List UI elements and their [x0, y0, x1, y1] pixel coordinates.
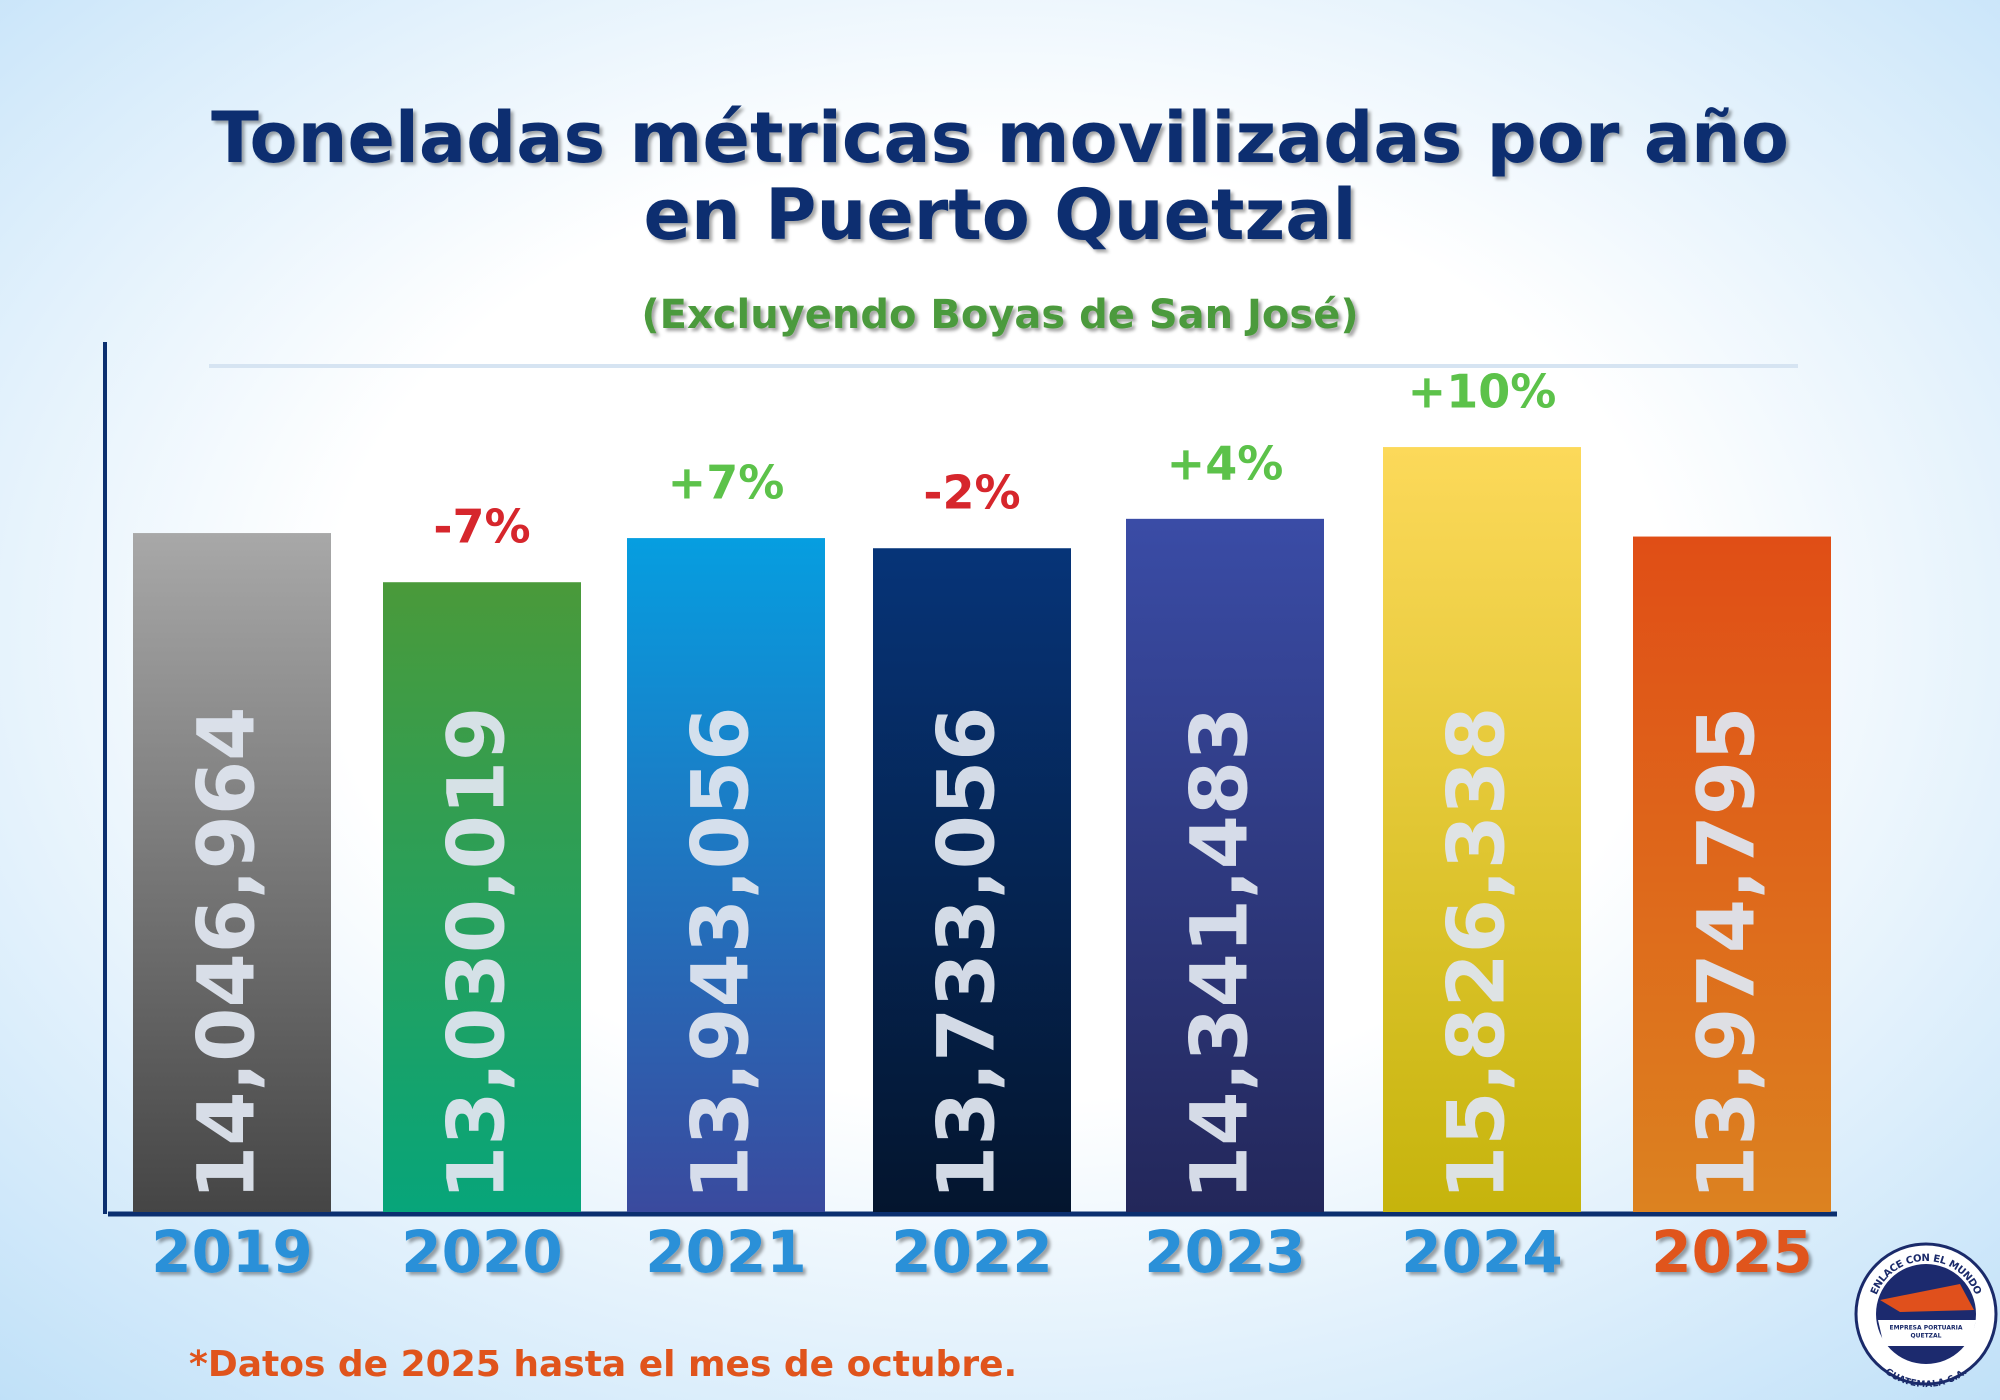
bar — [133, 533, 331, 1212]
value-label: 15,826,338 — [1432, 707, 1522, 1200]
logo-shape — [1878, 1320, 1976, 1346]
change-label: -7% — [433, 500, 530, 554]
value-label: 13,943,056 — [676, 707, 766, 1200]
bar — [627, 538, 825, 1212]
chart-title: en Puerto Quetzal — [644, 174, 1357, 256]
x-tick-label: 2023 — [1144, 1218, 1305, 1286]
x-tick-label: 2019 — [151, 1218, 312, 1286]
change-label: +10% — [1408, 365, 1557, 419]
logo-text: QUETZAL — [1911, 1333, 1942, 1340]
bar — [873, 548, 1071, 1212]
bar — [1633, 536, 1831, 1212]
x-tick-label: 2022 — [891, 1218, 1052, 1286]
value-label: 14,341,483 — [1175, 707, 1265, 1200]
bar — [1383, 447, 1581, 1213]
value-label: 13,733,056 — [922, 707, 1012, 1200]
chart-title: Toneladas métricas movilizadas por año — [211, 97, 1789, 179]
value-label: 14,046,964 — [182, 707, 272, 1200]
change-label: +7% — [668, 456, 785, 510]
logo-text: EMPRESA PORTUARIA — [1889, 1325, 1962, 1332]
footnote: *Datos de 2025 hasta el mes de octubre. — [189, 1344, 1017, 1385]
x-tick-label: 2021 — [645, 1218, 806, 1286]
x-tick-label: 2024 — [1401, 1218, 1562, 1286]
value-label: 13,030,019 — [432, 707, 522, 1200]
logo: ENLACE CON EL MUNDO GUATEMALA C.A. EMPRE… — [1854, 1242, 1998, 1390]
change-label: +4% — [1167, 436, 1284, 490]
chart-subtitle: (Excluyendo Boyas de San José) — [641, 292, 1358, 338]
x-tick-label: 2025 — [1651, 1218, 1812, 1286]
change-label: -2% — [923, 466, 1020, 520]
bar — [383, 582, 581, 1212]
logo-shape — [1880, 1284, 1974, 1312]
value-label: 13,974,795 — [1682, 707, 1772, 1200]
x-tick-label: 2020 — [401, 1218, 562, 1286]
logo-disc — [1876, 1264, 1976, 1364]
bar — [1126, 518, 1324, 1212]
